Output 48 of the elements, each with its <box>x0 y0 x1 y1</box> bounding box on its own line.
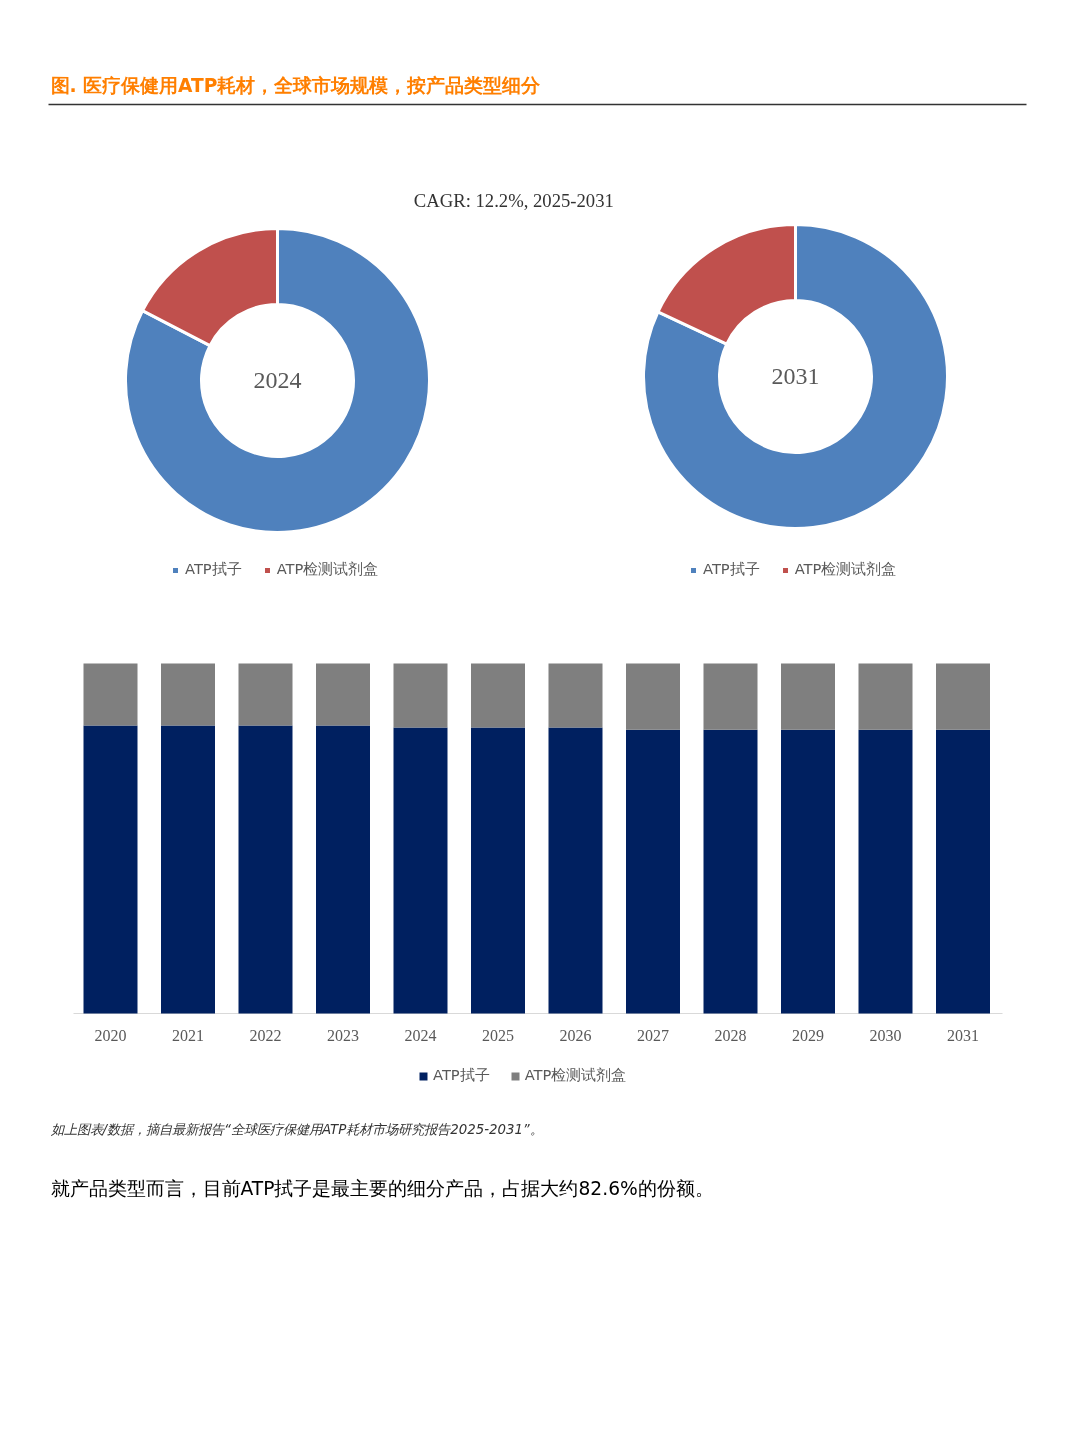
bar <box>393 663 448 728</box>
bar <box>781 729 835 1014</box>
bar <box>393 727 448 1014</box>
legend-label: ATP拭子 <box>433 1066 490 1085</box>
legend-label: ATP检测试剂盒 <box>524 1066 627 1085</box>
bar <box>548 727 603 1014</box>
x-tick-label: 2026 <box>559 1027 592 1044</box>
legend-label: ATP检测试剂盒 <box>794 560 897 579</box>
bar <box>471 663 525 728</box>
x-tick-label: 2027 <box>637 1027 669 1044</box>
bar <box>626 729 680 1014</box>
bar <box>936 663 990 730</box>
legend-label: ATP检测试剂盒 <box>276 560 379 579</box>
bar <box>238 725 293 1014</box>
bar <box>626 663 680 730</box>
text: 2024 <box>253 367 302 393</box>
bar <box>471 727 525 1014</box>
bar <box>161 725 215 1014</box>
text: CAGR: 12.2%, 2025-2031 <box>413 189 614 211</box>
x-tick-label: 2028 <box>714 1027 747 1044</box>
x-tick-label: 2031 <box>947 1027 979 1044</box>
x-tick-label: 2024 <box>404 1027 437 1044</box>
text: 如上图表/数据，摘自最新报告“全球医疗保健用ATP耗材市场研究报告2025-2031”。 <box>49 1121 543 1137</box>
bar <box>83 663 138 726</box>
legend-label: ATP拭子 <box>185 560 242 579</box>
bar <box>703 663 758 730</box>
text: 2031 <box>771 363 820 389</box>
x-tick-label: 2025 <box>482 1027 514 1044</box>
x-tick-label: 2023 <box>327 1027 359 1044</box>
legend-label: ATP拭子 <box>703 560 760 579</box>
bar <box>858 663 913 730</box>
chart-title: 图. 医疗保健用ATP耗材，全球市场规模，按产品类型细分 <box>50 74 542 96</box>
text: 就产品类型而言，目前ATP拭子是最主要的细分产品，占据大约82.6%的份额。 <box>50 1177 714 1199</box>
bar <box>316 725 370 1014</box>
x-tick-label: 2020 <box>94 1027 127 1044</box>
x-tick-label: 2029 <box>792 1027 824 1044</box>
bar <box>316 663 370 726</box>
x-tick-label: 2021 <box>172 1027 204 1044</box>
bar <box>548 663 603 728</box>
bar <box>83 725 138 1014</box>
bar <box>703 729 758 1014</box>
bar <box>161 663 215 726</box>
bar <box>781 663 835 730</box>
bar <box>238 663 293 726</box>
bar <box>858 729 913 1014</box>
x-tick-label: 2030 <box>869 1027 902 1044</box>
x-tick-label: 2022 <box>249 1027 282 1044</box>
bar <box>936 729 990 1014</box>
